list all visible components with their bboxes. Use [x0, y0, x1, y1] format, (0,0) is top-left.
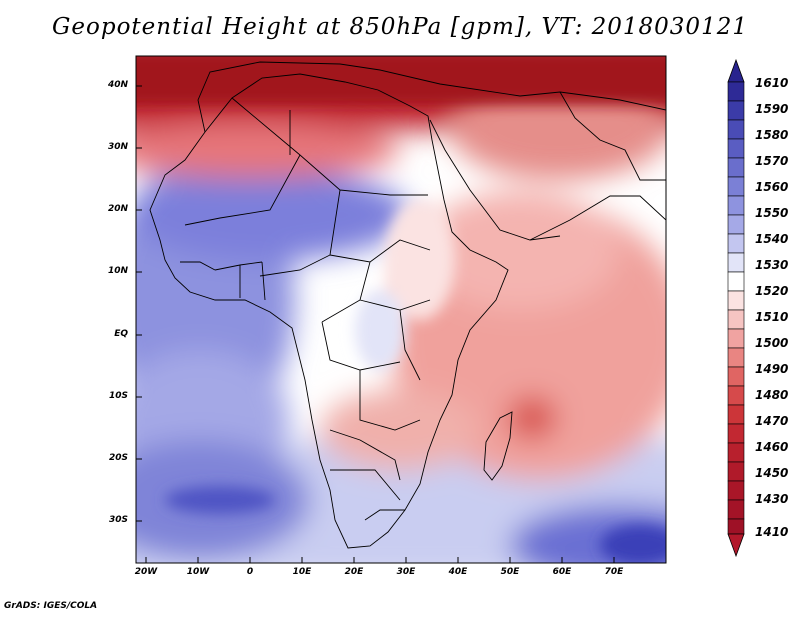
- colorbar-label: 1590: [755, 102, 789, 116]
- colorbar-label: 1500: [755, 336, 789, 350]
- lat-label: EQ: [114, 329, 128, 339]
- lon-label: 30E: [396, 567, 416, 577]
- height-field: [136, 56, 666, 563]
- lon-label: 20E: [344, 567, 364, 577]
- colorbar-label: 1570: [755, 154, 789, 168]
- lon-label: 10W: [186, 567, 210, 577]
- lon-label: 10E: [292, 567, 312, 577]
- colorbar-label: 1430: [755, 492, 789, 506]
- lon-label: 50E: [500, 567, 520, 577]
- lat-label: 10N: [107, 266, 128, 276]
- grads-credit: GrADS: IGES/COLA: [4, 601, 98, 611]
- lat-label: 20S: [108, 453, 128, 463]
- lon-label: 60E: [552, 567, 572, 577]
- plot-frame: [135, 55, 667, 564]
- lon-label: 0: [246, 567, 254, 577]
- coastlines: [149, 61, 666, 549]
- lat-label: 20N: [107, 204, 128, 214]
- lat-label: 30S: [108, 515, 128, 525]
- colorbar-top-arrow: [727, 58, 745, 83]
- map-title: Geopotential Height at 850hPa [gpm], VT:…: [52, 14, 748, 40]
- colorbar-label: 1540: [755, 232, 789, 246]
- lon-label: 70E: [604, 567, 624, 577]
- colorbar-label: 1550: [755, 206, 789, 220]
- colorbar-label: 1460: [755, 440, 789, 454]
- lon-label: 40E: [448, 567, 468, 577]
- colorbar-label: 1610: [755, 76, 789, 90]
- colorbar-label: 1410: [755, 525, 789, 539]
- colorbar-label: 1580: [755, 128, 789, 142]
- colorbar-label: 1560: [755, 180, 789, 194]
- colorbar-label: 1490: [755, 362, 789, 376]
- colorbar-label: 1510: [755, 310, 789, 324]
- colorbar-label: 1520: [755, 284, 789, 298]
- colorbar-label: 1480: [755, 388, 789, 402]
- lon-label: 20W: [134, 567, 158, 577]
- lat-label: 40N: [107, 80, 128, 90]
- colorbar-label: 1450: [755, 466, 789, 480]
- colorbar-label: 1530: [755, 258, 789, 272]
- lat-label: 10S: [108, 391, 128, 401]
- lat-label: 30N: [107, 142, 128, 152]
- colorbar-bottom-arrow: [727, 533, 745, 558]
- colorbar-label: 1470: [755, 414, 789, 428]
- colorbar: [727, 58, 745, 558]
- axis-ticks: [136, 85, 615, 563]
